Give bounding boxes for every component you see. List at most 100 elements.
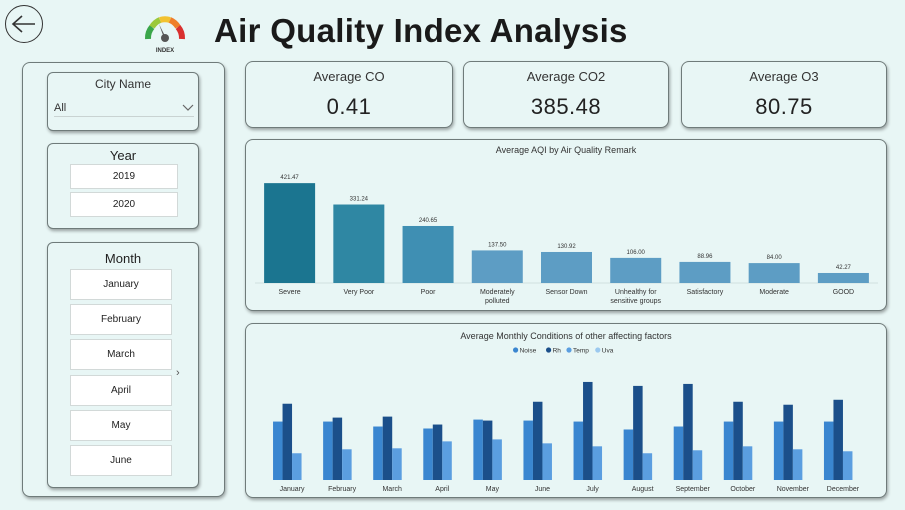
month-option-february[interactable]: February: [70, 304, 172, 335]
bar-noise-january[interactable]: [273, 421, 283, 480]
bar-temp-february[interactable]: [342, 449, 352, 480]
bar-temp-december[interactable]: [842, 451, 853, 480]
bar-temp-july[interactable]: [592, 446, 603, 480]
kpi-o3-value: 80.75: [755, 94, 813, 119]
city-slicer: City Name All: [47, 72, 199, 131]
bar-rh-march[interactable]: [382, 416, 393, 480]
year-option-2019[interactable]: 2019: [70, 164, 178, 189]
monthly-conditions-plot: Noise Rh Temp Uva January February March April M…: [273, 347, 860, 493]
bar-rh-june[interactable]: [532, 401, 543, 480]
x-tick-label: October: [730, 486, 756, 493]
bar-noise-august[interactable]: [623, 429, 634, 480]
monthly-conditions-chart: Average Monthly Conditions of other affe…: [245, 323, 887, 498]
bar-temp-march[interactable]: [392, 448, 402, 480]
bar-temp-september[interactable]: [692, 450, 703, 480]
bar-rh-december[interactable]: [833, 399, 843, 480]
bar-value-label: 130.92: [557, 244, 576, 250]
city-slicer-label: City Name: [94, 77, 151, 91]
month-slicer-label: Month: [104, 251, 142, 266]
month-option-march[interactable]: March: [70, 339, 172, 370]
x-tick-label: sensitive groups: [610, 298, 661, 305]
bar-temp-june[interactable]: [542, 443, 552, 480]
kpi-co2-title: Average CO2: [526, 69, 606, 84]
kpi-co-title: Average CO: [313, 69, 385, 84]
kpi-co-value: 0.41: [326, 94, 372, 119]
bar-noise-april[interactable]: [423, 428, 433, 480]
bar-noise-may[interactable]: [473, 419, 483, 480]
x-tick-label: June: [535, 486, 550, 493]
x-tick-label: Moderately: [480, 289, 515, 296]
bar-very-poor[interactable]: [333, 204, 385, 283]
bar-rh-october[interactable]: [733, 401, 743, 480]
kpi-card-co2: Average CO2 385.48: [463, 61, 669, 128]
bar-rh-february[interactable]: [332, 417, 343, 480]
bar-severe[interactable]: [264, 183, 316, 283]
x-tick-label: January: [280, 486, 305, 493]
x-tick-label: July: [586, 486, 599, 493]
bar-noise-october[interactable]: [723, 421, 734, 480]
bar-value-label: 137.50: [488, 242, 507, 248]
chart2-title: Average Monthly Conditions of other affe…: [460, 331, 672, 341]
city-dropdown-value: All: [54, 101, 67, 114]
x-tick-label: GOOD: [833, 289, 854, 296]
city-dropdown[interactable]: All: [54, 99, 194, 117]
legend-marker-rh: [546, 347, 552, 353]
bar-rh-september[interactable]: [683, 383, 693, 480]
bar-rh-july[interactable]: [583, 381, 593, 480]
x-tick-label: Satisfactory: [687, 289, 724, 296]
bar-rh-november[interactable]: [783, 404, 793, 480]
bar-noise-february[interactable]: [323, 421, 333, 480]
bar-temp-may[interactable]: [492, 439, 502, 480]
x-tick-label: November: [777, 486, 810, 493]
x-tick-label: Moderate: [759, 289, 789, 296]
bar-unhealthy-for-sensitive-groups[interactable]: [610, 257, 662, 283]
bar-satisfactory[interactable]: [679, 261, 731, 283]
year-option-2020[interactable]: 2020: [70, 192, 178, 217]
month-option-january[interactable]: January: [70, 269, 172, 300]
month-option-june[interactable]: June: [70, 445, 172, 476]
x-tick-label: March: [382, 486, 402, 493]
kpi-card-o3: Average O3 80.75: [681, 61, 887, 128]
month-option-april[interactable]: April: [70, 375, 172, 406]
bar-good[interactable]: [817, 272, 869, 283]
bar-noise-december[interactable]: [823, 421, 834, 480]
bar-value-label: 42.27: [836, 265, 852, 271]
bar-value-label: 106.00: [627, 250, 646, 256]
bar-value-label: 84.00: [767, 255, 783, 261]
back-button[interactable]: [5, 5, 43, 43]
bar-noise-september[interactable]: [673, 426, 684, 480]
x-tick-label: May: [486, 486, 500, 493]
kpi-co2-value: 385.48: [530, 94, 602, 119]
bar-temp-august[interactable]: [642, 453, 653, 480]
filters-panel: City Name All Year 2019 2020 Month Janua…: [22, 62, 225, 497]
month-option-may[interactable]: May: [70, 410, 172, 441]
bar-moderate[interactable]: [748, 263, 800, 283]
chart1-title: Average AQI by Air Quality Remark: [495, 145, 637, 155]
bar-rh-april[interactable]: [432, 424, 443, 480]
bar-temp-october[interactable]: [742, 446, 753, 480]
bar-noise-july[interactable]: [573, 421, 584, 480]
bar-rh-january[interactable]: [282, 403, 293, 480]
x-tick-label: Sensor Down: [545, 289, 587, 296]
bar-moderately-polluted[interactable]: [471, 250, 523, 283]
bar-noise-june[interactable]: [523, 420, 533, 480]
bar-value-label: 421.47: [280, 175, 299, 181]
bar-rh-may[interactable]: [482, 420, 493, 480]
x-tick-label: August: [632, 486, 654, 493]
chevron-down-icon: [182, 104, 194, 111]
bar-noise-march[interactable]: [373, 426, 383, 480]
chevron-right-icon[interactable]: ›: [176, 367, 180, 379]
aqi-by-remark-chart: Average AQI by Air Quality Remark 421.47…: [245, 139, 887, 311]
x-tick-label: polluted: [485, 298, 510, 305]
bar-rh-august[interactable]: [633, 385, 643, 480]
x-tick-label: April: [435, 486, 449, 493]
bar-temp-april[interactable]: [442, 441, 452, 480]
bar-sensor-down[interactable]: [541, 251, 592, 283]
x-tick-label: September: [676, 486, 711, 493]
bar-noise-november[interactable]: [773, 421, 784, 480]
bar-temp-november[interactable]: [792, 449, 803, 480]
bar-temp-january[interactable]: [292, 453, 302, 480]
logo-text: INDEX: [156, 48, 174, 54]
aqi-by-remark-plot: 421.47 Severe 331.24 Very Poor 240.65 Poor 137…: [255, 175, 878, 305]
bar-poor[interactable]: [402, 225, 454, 283]
